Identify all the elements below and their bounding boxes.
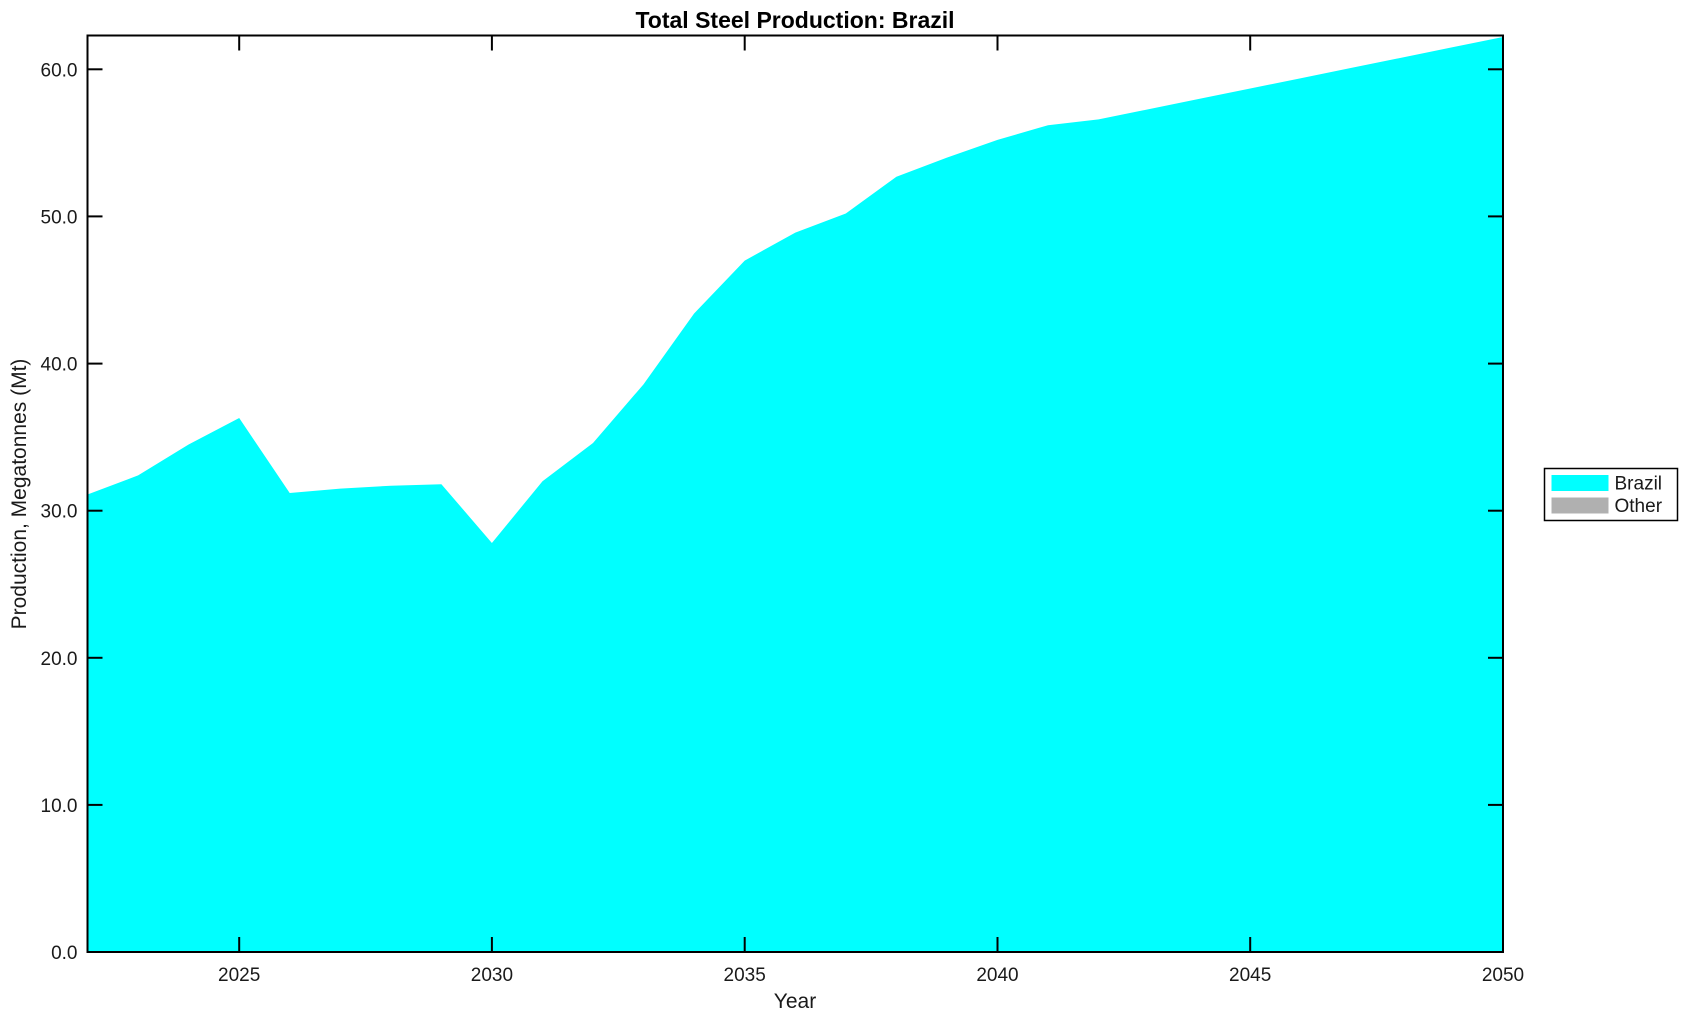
y-tick-label: 30.0 <box>41 502 78 523</box>
x-tick-label: 2025 <box>218 965 260 986</box>
legend-swatch-other <box>1551 497 1609 514</box>
x-tick-label: 2045 <box>1229 965 1271 986</box>
area-layer <box>87 37 1503 952</box>
y-tick-label: 40.0 <box>41 355 78 376</box>
chart-title: Total Steel Production: Brazil <box>635 7 954 33</box>
x-tick-label: 2040 <box>976 965 1018 986</box>
y-tick-label: 20.0 <box>41 649 78 670</box>
y-axis-label: Production, Megatonnes (Mt) <box>8 359 31 630</box>
y-tick-label: 10.0 <box>41 796 78 817</box>
x-tick-label: 2030 <box>471 965 513 986</box>
plot-border <box>86 34 1504 953</box>
area-series-brazil <box>87 37 1503 952</box>
legend-swatch-brazil <box>1551 475 1609 491</box>
x-axis-label: Year <box>774 990 816 1013</box>
y-tick-label: 50.0 <box>41 207 78 228</box>
legend-label-brazil: Brazil <box>1615 474 1663 495</box>
x-tick-label: 2050 <box>1482 965 1524 986</box>
y-tick-label: 0.0 <box>51 943 77 964</box>
x-tick-label: 2035 <box>724 965 766 986</box>
legend-label-other: Other <box>1615 496 1663 517</box>
y-tick-label: 60.0 <box>41 60 78 81</box>
axes-layer: 2025 2030 2035 2040 2045 2050 0.0 10.0 20.0 30.0 4… <box>41 34 1524 986</box>
